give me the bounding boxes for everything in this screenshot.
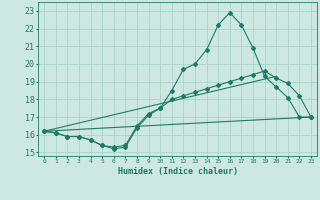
X-axis label: Humidex (Indice chaleur): Humidex (Indice chaleur) bbox=[118, 167, 238, 176]
